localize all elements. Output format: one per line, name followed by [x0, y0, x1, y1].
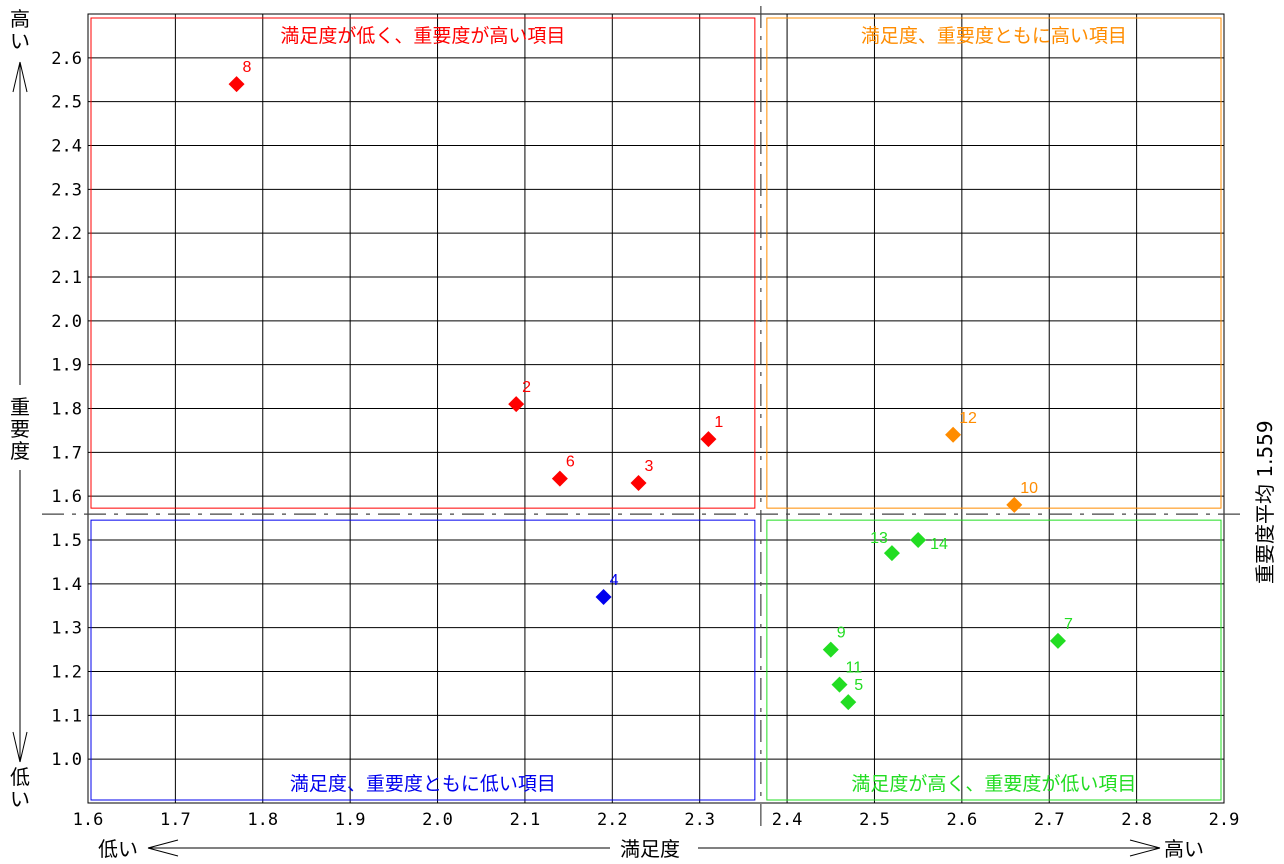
- data-point-14: [910, 532, 927, 548]
- y-tick-label: 2.2: [51, 224, 82, 244]
- x-arrow-left-head-a: [147, 839, 179, 849]
- average-lines: [42, 6, 1240, 830]
- y-tick-label: 2.6: [51, 49, 82, 69]
- y-tick-label: 2.5: [51, 93, 82, 113]
- data-point-7: [1049, 632, 1066, 649]
- y-tick-label: 1.4: [51, 575, 82, 595]
- data-point-5: [840, 694, 857, 711]
- y-arrow-up-head-b: [19, 61, 28, 93]
- quadrant-label-bottom-right: 満足度が高く、重要度が低い項目: [851, 773, 1136, 795]
- x-axis-title: 満足度: [620, 837, 680, 861]
- quadrant-label-top-left: 満足度が低く、重要度が高い項目: [280, 25, 565, 47]
- data-point-label-9: 9: [837, 625, 846, 642]
- x-tick-labels: 1.6 1.7 1.8 1.9 2.0 2.1 2.2 2.3 2.4 2.5 2.6 2.7 2.8 2…: [73, 810, 1240, 830]
- y-tick-label: 1.6: [51, 487, 82, 507]
- quadrant-box-top-right: [766, 17, 1222, 509]
- quadrant-label-top-right: 満足度、重要度ともに高い項目: [861, 25, 1127, 47]
- data-point-label-4: 4: [610, 572, 619, 589]
- y-tick-label: 1.8: [51, 400, 82, 420]
- data-point-4: [595, 588, 612, 605]
- quadrant-boxes: 満足度が低く、重要度が高い項目 満足度、重要度ともに高い項目満足度、重要度ともに低…: [90, 17, 1222, 801]
- quadrant-box-bottom-left: [90, 519, 756, 801]
- x-tick-label: 1.9: [335, 810, 366, 830]
- y-low-label: 低い: [10, 765, 30, 811]
- data-point-13: [883, 545, 900, 562]
- x-tick-label: 2.4: [772, 810, 803, 830]
- y-tick-label: 2.4: [51, 137, 82, 157]
- data-point-12: [945, 426, 962, 443]
- quadrant-box-bottom-right: [766, 519, 1222, 801]
- x-arrow-left-head-b: [147, 847, 179, 857]
- y-tick-label: 1.9: [51, 356, 82, 376]
- data-point-8: [228, 76, 245, 93]
- y-tick-label: 2.3: [51, 180, 82, 200]
- data-point-3: [630, 475, 647, 492]
- grid: [87, 13, 1225, 804]
- data-point-10: [1006, 496, 1023, 513]
- y-tick-label: 1.2: [51, 663, 82, 683]
- x-tick-label: 2.5: [859, 810, 890, 830]
- x-tick-label: 2.7: [1034, 810, 1065, 830]
- data-point-label-1: 1: [714, 414, 723, 431]
- data-point-label-6: 6: [566, 454, 575, 471]
- x-tick-label: 2.8: [1121, 810, 1152, 830]
- y-high-label: 高い: [10, 7, 30, 53]
- data-point-2: [508, 396, 525, 413]
- x-tick-label: 1.6: [73, 810, 104, 830]
- data-point-label-2: 2: [522, 379, 531, 396]
- y-tick-label: 2.0: [51, 312, 82, 332]
- x-tick-label: 2.9: [1209, 810, 1240, 830]
- data-point-1: [700, 431, 717, 448]
- data-point-11: [831, 676, 848, 693]
- x-tick-label: 2.3: [684, 810, 715, 830]
- y-tick-label: 1.7: [51, 443, 82, 463]
- quadrant-box-top-left: [90, 17, 756, 509]
- average-label: 重要度平均 1.559: [1253, 420, 1277, 584]
- x-arrow-right-head-a: [1129, 839, 1161, 849]
- data-point-label-3: 3: [645, 458, 654, 475]
- quadrant-label-bottom-left: 満足度、重要度ともに低い項目: [290, 773, 556, 795]
- data-point-9: [822, 641, 839, 658]
- y-tick-label: 1.1: [51, 706, 82, 726]
- data-point-label-11: 11: [846, 660, 863, 677]
- x-tick-label: 1.7: [160, 810, 191, 830]
- x-tick-label: 2.1: [510, 810, 541, 830]
- data-point-label-7: 7: [1064, 616, 1073, 633]
- x-low-label: 低い: [98, 837, 138, 861]
- y-arrow-down-head-b: [19, 731, 28, 763]
- x-tick-label: 2.6: [946, 810, 977, 830]
- x-tick-label: 1.8: [247, 810, 278, 830]
- y-tick-label: 2.1: [51, 268, 82, 288]
- y-tick-label: 1.3: [51, 619, 82, 639]
- data-point-label-13: 13: [870, 530, 888, 547]
- y-arrow-up-head-a: [12, 61, 21, 93]
- x-high-label: 高い: [1164, 837, 1204, 861]
- data-point-label-14: 14: [930, 536, 948, 553]
- data-point-6: [551, 470, 568, 487]
- y-tick-label: 1.0: [51, 750, 82, 770]
- data-point-label-12: 12: [959, 410, 977, 427]
- y-tick-labels: 1.0 1.1 1.2 1.3 1.4 1.5 1.6 1.7 1.8 1.9 2.0 2.1 2.2 2…: [51, 49, 82, 770]
- data-point-label-5: 5: [854, 677, 863, 694]
- data-point-label-10: 10: [1020, 480, 1038, 497]
- x-tick-label: 2.2: [597, 810, 628, 830]
- x-tick-label: 2.0: [422, 810, 453, 830]
- y-arrow-down-head-a: [12, 731, 21, 763]
- x-arrow-right-head-b: [1129, 847, 1161, 857]
- data-point-label-8: 8: [243, 59, 252, 76]
- y-axis-title: 重要度: [10, 395, 30, 463]
- y-tick-label: 1.5: [51, 531, 82, 551]
